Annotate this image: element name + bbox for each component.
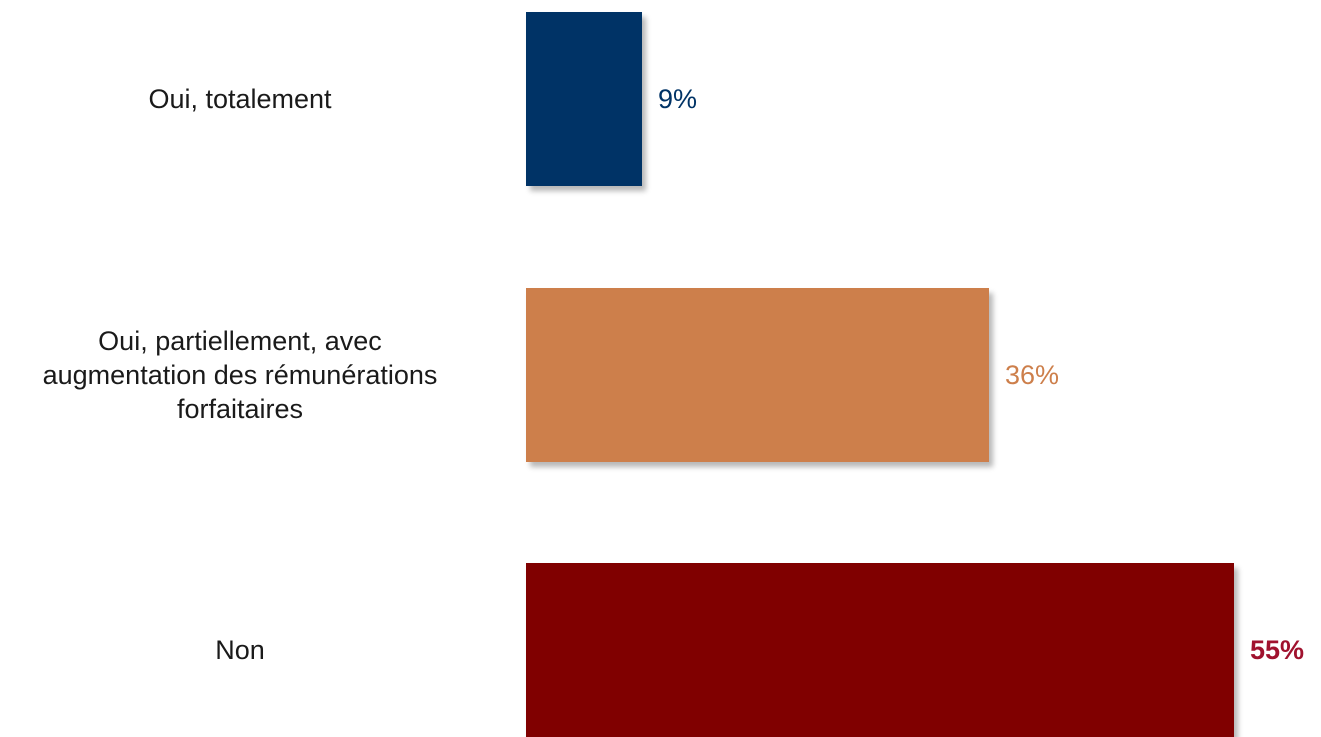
category-label: Oui, partiellement, avec augmentation de… (42, 326, 438, 424)
value-label: 55% (1250, 635, 1305, 665)
bar (526, 12, 642, 186)
category-label: Non (215, 635, 265, 665)
value-label: 36% (1005, 360, 1060, 390)
bar (526, 563, 1234, 737)
bar (526, 288, 989, 462)
value-label: 9% (658, 84, 698, 114)
category-label: Oui, totalement (148, 84, 332, 114)
